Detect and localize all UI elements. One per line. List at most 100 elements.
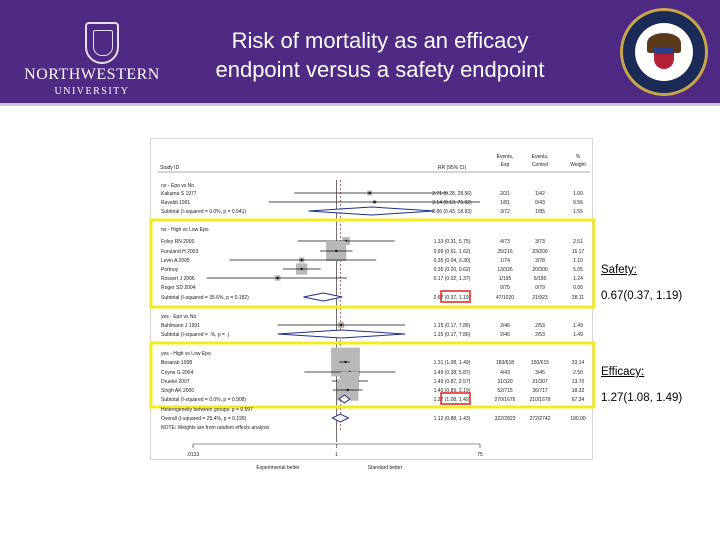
row-23-events-ctl: 272/2742 (530, 416, 551, 422)
row-3-label: Ravaldi 1991 (161, 200, 190, 206)
row-22-label: Heterogeneity between groups: p = 0.597 (161, 407, 253, 413)
x-left-label: Experimental better (256, 465, 300, 471)
row-11-label: Roger SD 2004 (161, 285, 196, 291)
row-8-point (300, 258, 303, 262)
row-10-events-ctl: 5/195 (534, 276, 547, 282)
row-12-ci-text: 0.67 (0.37, 1.19) (434, 295, 471, 301)
row-24-label: NOTE: Weights are from random effects an… (161, 425, 270, 431)
row-14-events-exp: 2/46 (500, 323, 510, 329)
ci-highlight-1 (440, 290, 471, 303)
efficacy-label: Efficacy: (601, 366, 645, 378)
row-2-weight: 1.00 (573, 191, 583, 197)
row-9-events-exp: 13/326 (497, 267, 513, 273)
row-10-events-exp: 1/195 (499, 276, 512, 282)
header-divider (0, 103, 720, 106)
row-23-label: Overall (I-squared = 25.4%, p = 0.195) (161, 416, 247, 422)
row-3-weight: 0.56 (573, 200, 583, 206)
row-10-point (276, 276, 279, 280)
row-7-ci-text: 0.99 (0.61, 1.62) (434, 249, 471, 255)
logo-name: NORTHWESTERN (24, 66, 160, 83)
row-8-ci-text: 0.35 (0.04, 3.30) (434, 258, 471, 264)
header-events-exp-sub: Exp (501, 162, 510, 168)
row-2-label: Kakuma S 1977 (161, 191, 197, 197)
header-events-exp: Events, (497, 154, 514, 160)
row-4-label: Subtotal (I-squared = 0.0%, p = 0.941) (161, 209, 246, 215)
row-3-ci-text: 3.14 (0.13, 75.02) (432, 200, 472, 206)
row-7-point (335, 249, 338, 253)
row-11-events-exp: 0/75 (500, 285, 510, 291)
row-3-point (373, 200, 376, 204)
safety-label: Safety: (601, 264, 637, 276)
x-tick-label-3: 75 (477, 452, 483, 458)
safety-value: 0.67(0.37, 1.19) (601, 290, 683, 302)
row-9-events-ctl: 20/300 (532, 267, 548, 273)
row-2-events-exp: 2/31 (500, 191, 510, 197)
header-study-id: Study ID (160, 165, 180, 171)
row-19-weight: 13.70 (572, 379, 585, 385)
row-8-weight: 1.10 (573, 258, 583, 264)
row-17-ci-text: 1.31 (1.08, 1.49) (434, 360, 471, 366)
highlight-box-1 (149, 218, 596, 309)
row-15-diamond (277, 329, 406, 339)
row-20-point (346, 388, 349, 392)
row-17-point (344, 360, 347, 364)
row-5-label: no - High vs Low Epo (161, 227, 209, 233)
row-15-label: Subtotal (I-squared = .%, p = .) (161, 332, 230, 338)
row-14-ci-text: 1.15 (0.17, 7.86) (434, 323, 471, 329)
row-12-events-exp: 47/1020 (496, 295, 514, 301)
row-6-events-exp: 4/73 (500, 239, 510, 245)
row-15-events-ctl: 2/53 (535, 332, 545, 338)
row-17-label: Besarab 1998 (161, 360, 192, 366)
row-2-ci-text: 2.71 (0.28, 28.56) (432, 191, 472, 197)
row-21-diamond (338, 394, 351, 404)
title-line-2: endpoint versus a safety endpoint (215, 57, 545, 82)
row-23-weight: 100.00 (570, 416, 586, 422)
row-21-events-exp: 270/1676 (495, 397, 516, 403)
row-19-label: Drueke 2007 (161, 379, 190, 385)
row-17-weight: 33.14 (572, 360, 585, 366)
row-12-events-ctl: 21/923 (532, 295, 548, 301)
row-23-ci-text: 1.12 (0.88, 1.43) (434, 416, 471, 422)
row-18-weight: 2.50 (573, 370, 583, 376)
row-14-events-ctl: 2/53 (535, 323, 545, 329)
row-20-label: Singh AK 2006 (161, 388, 194, 394)
row-20-weight: 18.32 (572, 388, 585, 394)
row-7-events-ctl: 23/200 (532, 249, 548, 255)
row-7-label: Furuland H 2003 (161, 249, 198, 255)
row-19-ci-text: 1.49 (0.87, 2.57) (434, 379, 471, 385)
row-1-label: no - Epo vs No (161, 183, 194, 189)
row-9-ci-text: 0.35 (0.20, 0.62) (434, 267, 471, 273)
row-18-events-ctl: 3/45 (535, 370, 545, 376)
row-6-events-ctl: 3/73 (535, 239, 545, 245)
row-23-events-exp: 322/2823 (495, 416, 516, 422)
row-20-ci-text: 1.40 (0.89, 2.19) (434, 388, 471, 394)
row-15-ci-text: 1.15 (0.17, 7.86) (434, 332, 471, 338)
row-4-events-ctl: 1/85 (535, 209, 545, 215)
row-14-point (339, 323, 343, 327)
logo-sub: UNIVERSITY (54, 86, 130, 97)
row-3-events-exp: 1/81 (500, 200, 510, 206)
northwestern-logo: NORTHWESTERN UNIVERSITY (22, 10, 162, 97)
row-15-weight: 1.49 (573, 332, 583, 338)
row-7-weight: 16.17 (572, 249, 585, 255)
row-6-weight: 2.51 (573, 239, 583, 245)
row-7-events-exp: 25/216 (497, 249, 513, 255)
highlight-box-2 (149, 341, 596, 409)
row-2-events-ctl: 1/42 (535, 191, 545, 197)
ci-highlight-2 (440, 392, 471, 405)
row-20-events-ctl: 36/717 (532, 388, 548, 394)
row-18-events-exp: 4/43 (500, 370, 510, 376)
row-16-label: yes - High vs Low Epo (161, 351, 211, 357)
row-6-ci-text: 1.33 (0.31, 5.75) (434, 239, 471, 245)
page-title: Risk of mortality as an efficacy endpoin… (175, 26, 585, 84)
row-21-label: Subtotal (I-squared = 0.0%, p = 0.908) (161, 397, 246, 403)
header-rr: RR (95% CI) (438, 165, 467, 171)
row-3-events-ctl: 0/43 (535, 200, 545, 206)
row-4-weight: 1.55 (573, 209, 583, 215)
row-13-label: yes - Epo vs No (161, 314, 197, 320)
row-8-events-exp: 1/74 (500, 258, 510, 264)
header-band (0, 0, 720, 103)
row-11-weight: 0.00 (573, 285, 583, 291)
row-14-label: Bahlmann J 1991 (161, 323, 200, 329)
